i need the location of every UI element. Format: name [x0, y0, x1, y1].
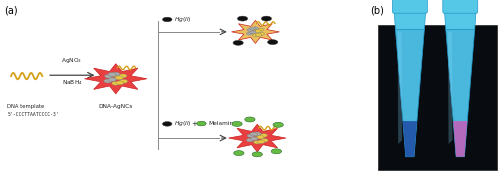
- Circle shape: [162, 17, 172, 22]
- Circle shape: [252, 34, 258, 37]
- Polygon shape: [84, 64, 147, 94]
- Circle shape: [252, 28, 258, 31]
- Circle shape: [112, 81, 120, 85]
- Circle shape: [254, 140, 261, 144]
- Circle shape: [256, 33, 262, 36]
- Polygon shape: [448, 32, 452, 144]
- Circle shape: [254, 132, 261, 136]
- Circle shape: [254, 133, 261, 136]
- Text: 5'-CCCTTAATCCCC-3': 5'-CCCTTAATCCCC-3': [8, 112, 59, 117]
- Circle shape: [246, 32, 252, 35]
- Text: AgNO$_3$: AgNO$_3$: [62, 56, 82, 65]
- Polygon shape: [232, 20, 280, 43]
- Circle shape: [108, 78, 116, 81]
- Circle shape: [252, 27, 258, 30]
- Text: (a): (a): [4, 5, 18, 15]
- Text: $Hg(II)$: $Hg(II)$: [174, 119, 192, 128]
- Circle shape: [238, 16, 248, 21]
- Circle shape: [258, 32, 264, 35]
- Circle shape: [247, 28, 253, 32]
- Circle shape: [233, 40, 243, 45]
- Circle shape: [273, 122, 283, 127]
- Text: (b): (b): [370, 5, 384, 15]
- Polygon shape: [228, 124, 286, 152]
- Text: DNA-AgNCs: DNA-AgNCs: [98, 104, 133, 109]
- Circle shape: [196, 121, 206, 126]
- Circle shape: [246, 138, 254, 142]
- Circle shape: [250, 27, 256, 30]
- Polygon shape: [398, 32, 402, 144]
- Polygon shape: [444, 6, 476, 29]
- Text: Melamine: Melamine: [208, 121, 237, 126]
- Circle shape: [271, 149, 281, 154]
- Circle shape: [258, 140, 265, 144]
- Circle shape: [250, 31, 256, 34]
- Circle shape: [256, 135, 264, 139]
- Circle shape: [115, 76, 123, 80]
- FancyBboxPatch shape: [443, 0, 478, 13]
- Circle shape: [262, 16, 272, 21]
- Text: $Hg(II)$: $Hg(II)$: [174, 15, 192, 24]
- Circle shape: [234, 151, 244, 156]
- Text: DNA template: DNA template: [8, 104, 44, 109]
- Bar: [378, 25, 498, 170]
- Circle shape: [268, 40, 278, 45]
- Polygon shape: [396, 29, 424, 157]
- Circle shape: [260, 139, 268, 142]
- FancyBboxPatch shape: [392, 0, 428, 13]
- Polygon shape: [453, 121, 468, 157]
- Circle shape: [112, 72, 120, 76]
- Circle shape: [112, 73, 120, 77]
- Circle shape: [108, 72, 116, 76]
- Circle shape: [258, 28, 264, 31]
- Circle shape: [104, 79, 112, 83]
- Circle shape: [255, 30, 261, 33]
- Circle shape: [232, 121, 242, 126]
- Circle shape: [252, 152, 262, 157]
- Circle shape: [247, 134, 254, 138]
- Polygon shape: [403, 121, 417, 157]
- Circle shape: [162, 122, 172, 126]
- Circle shape: [245, 117, 255, 122]
- Circle shape: [120, 79, 128, 83]
- Circle shape: [250, 132, 258, 136]
- Polygon shape: [446, 29, 474, 157]
- Circle shape: [116, 81, 124, 85]
- Text: +: +: [191, 121, 197, 127]
- Circle shape: [250, 137, 258, 141]
- Circle shape: [104, 74, 112, 78]
- Circle shape: [119, 74, 127, 78]
- Text: NaBH$_4$: NaBH$_4$: [62, 78, 82, 87]
- Polygon shape: [394, 6, 426, 29]
- Circle shape: [260, 134, 268, 137]
